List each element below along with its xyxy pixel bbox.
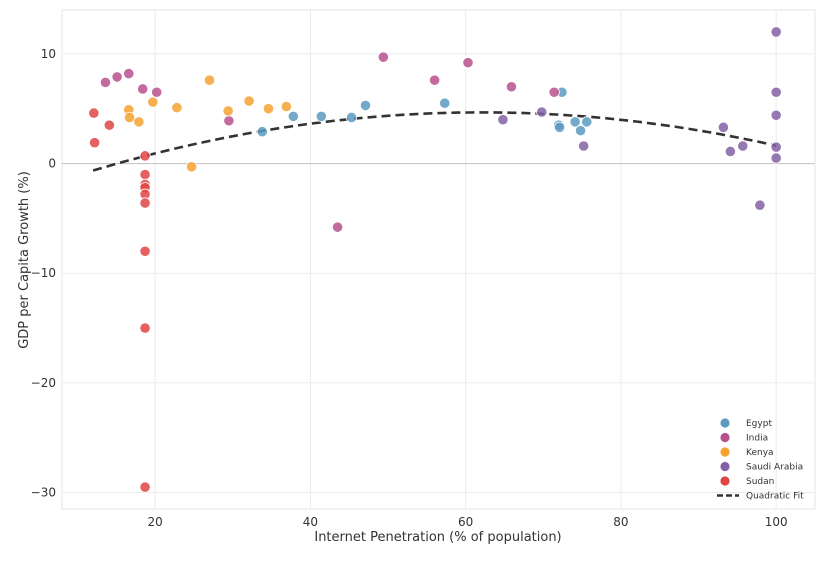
quadratic-fit-layer bbox=[92, 111, 777, 172]
data-point bbox=[770, 141, 782, 153]
data-point bbox=[717, 121, 729, 133]
data-point bbox=[770, 26, 782, 38]
data-point bbox=[139, 245, 151, 257]
series-saudi-arabia bbox=[497, 26, 782, 211]
series-india bbox=[99, 51, 560, 233]
data-point bbox=[287, 110, 299, 122]
legend-item: India bbox=[720, 432, 768, 444]
data-point bbox=[536, 106, 548, 118]
data-point bbox=[439, 97, 451, 109]
legend-label: Quadratic Fit bbox=[746, 492, 804, 502]
data-point bbox=[262, 103, 275, 115]
y-tick-label: 10 bbox=[41, 47, 56, 61]
legend-item: Kenya bbox=[720, 447, 774, 458]
legend-label: Kenya bbox=[746, 448, 774, 458]
data-point bbox=[345, 111, 358, 124]
data-point bbox=[315, 110, 327, 122]
quadratic-fit-line bbox=[92, 111, 777, 172]
legend-marker bbox=[720, 447, 730, 457]
legend-item: Egypt bbox=[720, 418, 772, 429]
data-point bbox=[578, 140, 590, 152]
data-point bbox=[243, 95, 255, 107]
data-point bbox=[171, 102, 183, 114]
data-point bbox=[139, 168, 151, 181]
data-point bbox=[377, 51, 389, 63]
data-point bbox=[223, 115, 235, 127]
data-point bbox=[770, 86, 782, 98]
x-tick-label: 100 bbox=[765, 515, 788, 529]
y-tick-label: −10 bbox=[31, 266, 56, 280]
data-point bbox=[554, 121, 566, 133]
legend: Egypt India Kenya Saudi Arabia Sudan Quadrati… bbox=[717, 418, 804, 502]
data-point bbox=[99, 76, 112, 88]
data-points bbox=[88, 26, 782, 493]
legend-label: Sudan bbox=[746, 477, 774, 487]
data-point bbox=[724, 145, 736, 158]
legend-label: India bbox=[746, 434, 768, 444]
legend-label: Egypt bbox=[746, 419, 772, 429]
x-tick-label: 20 bbox=[148, 515, 163, 529]
data-point bbox=[569, 116, 581, 128]
data-point bbox=[151, 86, 163, 98]
series-kenya bbox=[123, 74, 292, 173]
data-point bbox=[139, 481, 151, 493]
data-point bbox=[280, 100, 292, 113]
data-point bbox=[147, 96, 159, 108]
legend-marker bbox=[720, 461, 730, 472]
data-point bbox=[581, 116, 593, 128]
series-egypt bbox=[256, 86, 593, 138]
data-point bbox=[203, 74, 216, 86]
data-point bbox=[103, 119, 115, 131]
data-point bbox=[111, 71, 123, 83]
data-point bbox=[770, 109, 782, 121]
x-tick-label: 40 bbox=[303, 515, 318, 529]
data-point bbox=[754, 199, 766, 211]
grid-lines bbox=[62, 10, 815, 509]
data-point bbox=[137, 83, 149, 95]
legend-marker bbox=[720, 418, 730, 428]
legend-item: Quadratic Fit bbox=[717, 492, 804, 502]
x-tick-label: 60 bbox=[458, 515, 473, 529]
y-axis-title: GDP per Capita Growth (%) bbox=[17, 171, 32, 349]
data-point bbox=[123, 68, 135, 80]
tick-labels: 20 40 60 80 100 −30 −20 −10 0 10 bbox=[31, 47, 788, 529]
x-axis-title: Internet Penetration (% of population) bbox=[314, 530, 561, 545]
data-point bbox=[123, 111, 136, 124]
data-point bbox=[359, 99, 372, 112]
series-sudan bbox=[88, 107, 151, 493]
data-point bbox=[770, 152, 782, 164]
legend-item: Sudan bbox=[720, 476, 774, 487]
x-tick-label: 80 bbox=[613, 515, 628, 529]
data-point bbox=[462, 57, 474, 69]
data-point bbox=[548, 86, 560, 98]
legend-marker bbox=[720, 476, 730, 486]
data-point bbox=[505, 81, 518, 93]
data-point bbox=[186, 161, 198, 173]
data-point bbox=[139, 197, 151, 209]
y-tick-label: −30 bbox=[31, 486, 56, 500]
plot-background bbox=[61, 9, 816, 510]
data-point bbox=[256, 126, 268, 138]
data-point bbox=[497, 114, 509, 126]
y-tick-label: −20 bbox=[31, 376, 56, 390]
legend-item: Saudi Arabia bbox=[720, 461, 803, 473]
legend-label: Saudi Arabia bbox=[746, 463, 803, 473]
data-point bbox=[429, 74, 441, 86]
data-point bbox=[139, 150, 151, 162]
data-point bbox=[139, 322, 151, 334]
data-point bbox=[222, 105, 234, 117]
data-point bbox=[89, 137, 101, 149]
legend-marker bbox=[720, 432, 730, 443]
y-tick-label: 0 bbox=[48, 157, 56, 171]
data-point bbox=[737, 140, 749, 152]
data-point bbox=[574, 125, 587, 137]
data-point bbox=[331, 221, 344, 233]
data-point bbox=[88, 107, 100, 119]
data-point bbox=[133, 116, 145, 128]
